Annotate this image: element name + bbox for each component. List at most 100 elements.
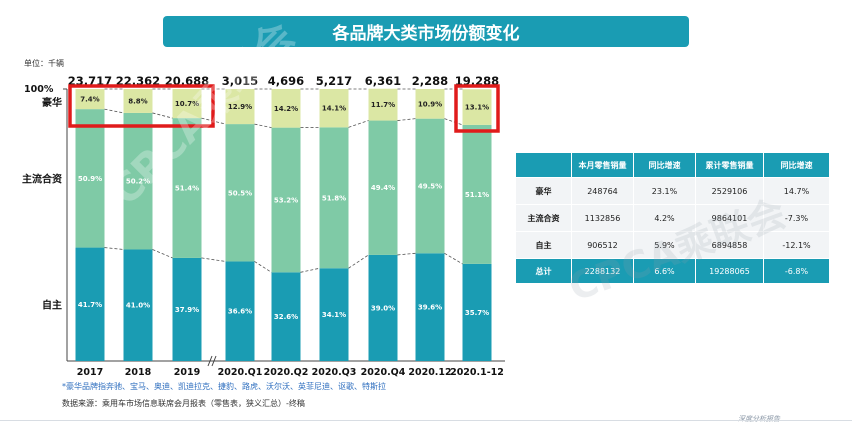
data-label: 10.7%: [175, 100, 199, 108]
table-cell: 主流合资: [515, 204, 572, 232]
total-label: 4,696: [268, 74, 304, 88]
table-cell: -12.1%: [763, 231, 830, 259]
data-label: 51.1%: [465, 191, 489, 199]
data-label: 51.4%: [175, 185, 199, 193]
bar-segment: [225, 124, 255, 262]
bar-segment: [75, 89, 105, 110]
data-label: 41.7%: [78, 301, 102, 309]
bar-segment: [123, 249, 153, 361]
data-source: 数据来源：乘用车市场信息联席会月报表（零售表，狭义汇总）-终稿: [62, 399, 305, 408]
bar-segment: [75, 109, 105, 248]
bar-segment: [271, 272, 301, 361]
x-tick-label: 2020.Q1: [218, 367, 263, 378]
total-label: 2,288: [412, 74, 448, 88]
y-tick-label: 100%: [24, 84, 54, 95]
connector-line: [254, 123, 272, 129]
table-cell: 自主: [515, 231, 572, 259]
data-label: 13.1%: [465, 104, 489, 112]
table-cell: 5.9%: [633, 231, 696, 259]
table-cell: 906512: [571, 231, 634, 259]
data-label: 41.0%: [126, 302, 150, 310]
connector-line: [444, 252, 463, 265]
brand-tag: 深度分析报告: [738, 415, 780, 423]
bar-segment: [271, 89, 301, 128]
data-label: 35.7%: [465, 309, 489, 317]
connector-line: [300, 267, 320, 273]
data-label: 39.6%: [418, 304, 442, 312]
data-label: 50.9%: [78, 175, 102, 183]
table-cell: 1132856: [571, 204, 634, 232]
data-label: 49.5%: [418, 182, 442, 190]
table-row: 主流合资 1132856 4.2% 9864101 -7.3%: [515, 204, 830, 232]
bar-segment: [123, 112, 153, 250]
table-cell: 6894858: [695, 231, 764, 259]
page-title: 各品牌大类市场份额变化: [163, 16, 689, 47]
axis-break-mark: [207, 355, 213, 367]
table-cell: 6.6%: [633, 258, 696, 284]
data-label: 7.4%: [80, 96, 99, 104]
x-tick-label: 2018: [125, 367, 152, 378]
axis-break-mark: [211, 355, 217, 367]
data-label: 39.0%: [371, 304, 395, 312]
table-cell: 总计: [515, 258, 572, 284]
bar-segment: [368, 120, 398, 255]
bar-segment: [415, 118, 445, 254]
data-label: 51.8%: [322, 194, 346, 202]
x-tick-label: 2019: [174, 367, 200, 378]
bar-segment: [172, 118, 202, 258]
table-row: 自主 906512 5.9% 6894858 -12.1%: [515, 231, 830, 259]
table-header-cell: 本月零售销量: [571, 152, 634, 178]
bar-segment: [368, 254, 398, 361]
bar-segment: [271, 127, 301, 273]
data-label: 10.9%: [418, 100, 442, 108]
total-label: 5,217: [316, 74, 352, 88]
bar-segment: [225, 261, 255, 361]
connector-line: [348, 254, 369, 269]
bar-segment: [462, 124, 492, 264]
highlight-box: [68, 84, 215, 128]
table-cell: 豪华: [515, 177, 572, 205]
bar-segment: [368, 88, 398, 121]
connector-line: [201, 257, 226, 262]
data-label: 34.1%: [322, 311, 346, 319]
x-tick-label: 2020.1-12: [450, 367, 504, 378]
connector-line: [152, 112, 173, 119]
table-cell: 248764: [571, 177, 634, 205]
data-label: 49.4%: [371, 184, 395, 192]
bar-segment: [172, 89, 202, 119]
table-cell: 4.2%: [633, 204, 696, 232]
connector-line: [397, 252, 416, 256]
table-cell: 2529106: [695, 177, 764, 205]
x-tick-label: 2020.Q4: [361, 367, 406, 378]
bar-segment: [172, 257, 202, 361]
divider: [0, 420, 852, 421]
data-label: 53.2%: [274, 196, 298, 204]
bar-segment: [225, 89, 255, 125]
bar-segment: [75, 247, 105, 361]
x-tick-label: 2020.Q2: [264, 367, 309, 378]
table-header-row: 本月零售销量 同比增速 累计零售销量 同比增速: [515, 152, 830, 178]
table-cell: -7.3%: [763, 204, 830, 232]
table-cell: 14.7%: [763, 177, 830, 205]
table-header-cell: [515, 152, 572, 178]
bar-segment: [319, 89, 349, 128]
data-label: 36.6%: [228, 308, 252, 316]
bar-segment: [415, 89, 445, 119]
bar-segment: [462, 263, 492, 361]
data-label: 11.7%: [371, 101, 395, 109]
connector-line: [444, 118, 463, 126]
x-tick-label: 2020.Q3: [312, 367, 357, 378]
table-header-cell: 同比增速: [633, 152, 696, 178]
connector-line: [104, 108, 124, 114]
data-label: 32.6%: [274, 313, 298, 321]
x-tick-label: 2020.12: [408, 367, 451, 378]
data-label: 14.1%: [322, 105, 346, 113]
series-label: 豪华: [42, 96, 62, 109]
bar-segment: [319, 127, 349, 269]
data-label: 50.2%: [126, 178, 150, 186]
connector-line: [348, 120, 369, 128]
table-cell: 19288065: [695, 258, 764, 284]
data-label: 14.2%: [274, 105, 298, 113]
table-cell: 2288132: [571, 258, 634, 284]
